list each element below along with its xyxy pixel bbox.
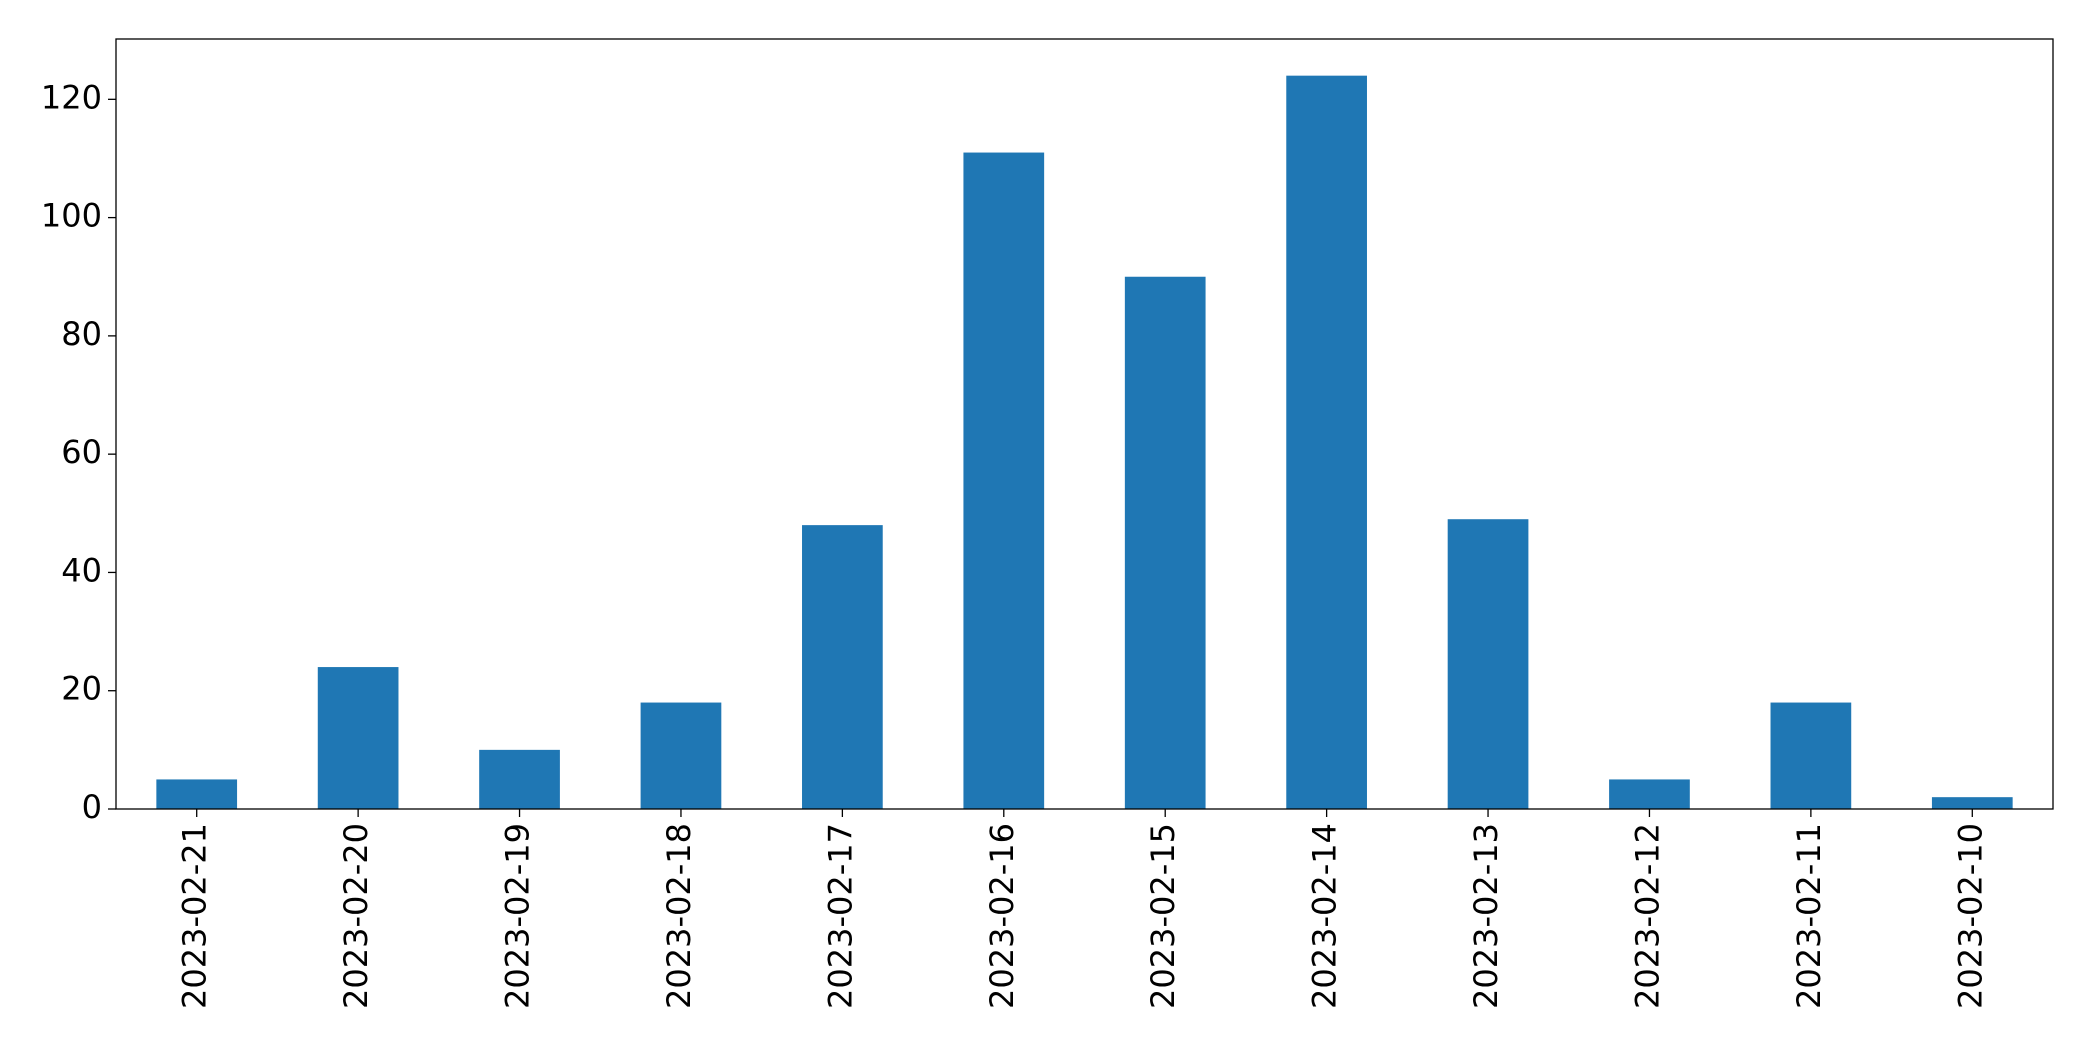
bar: [640, 702, 722, 809]
x-tick-label: 2023-02-21: [176, 823, 214, 1009]
x-tick-label: 2023-02-17: [821, 823, 859, 1009]
x-tick-label: 2023-02-13: [1467, 823, 1505, 1009]
bar: [317, 667, 399, 809]
bar: [963, 152, 1045, 809]
x-tick-label: 2023-02-20: [337, 823, 375, 1009]
bar: [1124, 276, 1206, 809]
y-tick-label: 120: [41, 78, 102, 116]
y-tick-label: 100: [41, 197, 102, 235]
bar: [1770, 702, 1852, 809]
bar: [802, 525, 883, 809]
plot-frame: [115, 38, 2054, 810]
y-tick-label: 80: [61, 315, 102, 353]
x-tick-label: 2023-02-12: [1628, 823, 1666, 1009]
x-tick-label: 2023-02-14: [1306, 823, 1344, 1009]
x-tick-label: 2023-02-15: [1144, 823, 1182, 1009]
x-tick-label: 2023-02-18: [660, 823, 698, 1009]
x-tick-label: 2023-02-11: [1790, 823, 1828, 1009]
bar: [156, 779, 238, 809]
y-tick-label: 20: [61, 670, 102, 708]
x-tick-label: 2023-02-19: [499, 823, 537, 1009]
bar: [479, 749, 560, 809]
y-tick-label: 0: [82, 788, 102, 826]
bar: [1447, 519, 1529, 809]
x-tick-label: 2023-02-10: [1951, 823, 1989, 1009]
bar: [1931, 797, 2013, 809]
bar: [1286, 75, 1367, 809]
x-tick-label: 2023-02-16: [983, 823, 1021, 1009]
y-tick-label: 40: [61, 551, 102, 589]
bar: [1609, 779, 1690, 809]
y-tick-label: 60: [61, 433, 102, 471]
